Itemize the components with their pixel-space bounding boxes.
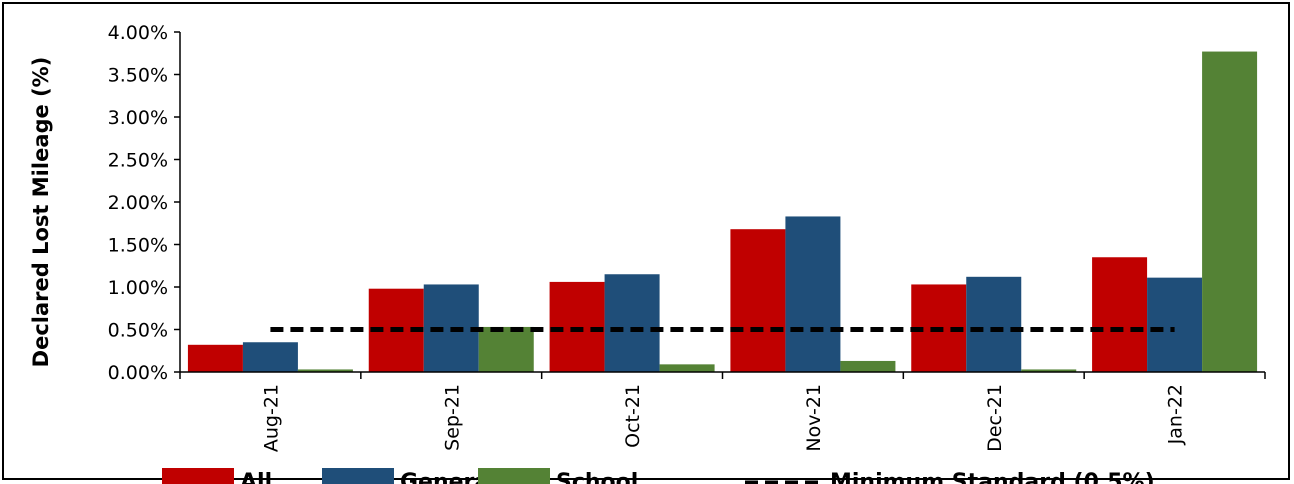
y-tick-label: 3.00% — [108, 107, 168, 129]
y-tick-label: 4.00% — [108, 22, 168, 44]
legend-swatch-general — [322, 468, 394, 484]
bar-all-jan-22 — [1092, 257, 1148, 372]
bar-school-sep-21 — [478, 326, 534, 372]
x-tick-label: Dec-21 — [984, 384, 1006, 452]
bar-school-oct-21 — [659, 364, 715, 372]
y-tick-label: 1.00% — [108, 277, 168, 299]
x-tick-label: Jan-22 — [1165, 384, 1187, 445]
legend-swatch-school — [478, 468, 550, 484]
bars — [187, 51, 1258, 373]
y-axis-label: Declared Lost Mileage (%) — [29, 57, 53, 368]
bar-general-oct-21 — [604, 274, 660, 372]
bar-school-aug-21 — [297, 369, 353, 372]
bar-all-aug-21 — [187, 344, 243, 372]
legend: All General School Minimum Standard (0.5%) — [162, 468, 1155, 484]
y-tick-label: 2.00% — [108, 192, 168, 214]
y-tick-label: 3.50% — [108, 65, 168, 87]
bar-school-jan-22 — [1202, 51, 1258, 373]
legend-swatch-all — [162, 468, 234, 484]
bar-all-nov-21 — [730, 229, 786, 372]
y-tick-label: 1.50% — [108, 235, 168, 257]
bar-general-jan-22 — [1147, 277, 1203, 372]
x-tick-label: Sep-21 — [441, 384, 463, 451]
bar-school-dec-21 — [1021, 369, 1077, 372]
bar-school-nov-21 — [840, 360, 896, 372]
y-axis: 0.00% 0.50% 1.00% 1.50% 2.00% 2.50% 3.00% 3.50%… — [108, 22, 180, 384]
x-tick-label: Aug-21 — [260, 384, 282, 452]
bar-all-oct-21 — [549, 281, 605, 372]
bar-general-nov-21 — [785, 216, 841, 372]
x-axis: Aug-21 Sep-21 Oct-21 Nov-21 Dec-21 Jan-22 — [179, 372, 1266, 452]
legend-label-school: School — [556, 470, 638, 484]
legend-label-minimum-standard: Minimum Standard (0.5%) — [830, 470, 1155, 484]
bar-general-aug-21 — [242, 342, 298, 372]
bar-general-dec-21 — [966, 276, 1022, 372]
x-tick-label: Nov-21 — [803, 384, 825, 452]
y-tick-label: 0.50% — [108, 320, 168, 342]
legend-label-all: All — [240, 470, 272, 484]
y-tick-label: 2.50% — [108, 150, 168, 172]
y-tick-label: 0.00% — [108, 362, 168, 384]
x-tick-label: Oct-21 — [622, 384, 644, 448]
legend-label-general: General — [400, 470, 497, 484]
